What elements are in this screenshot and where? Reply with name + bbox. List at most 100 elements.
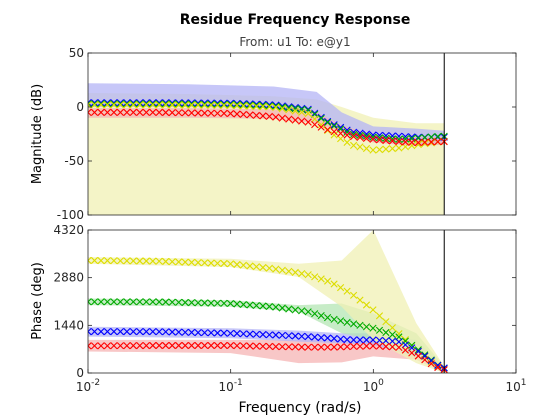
phase-series-2: [88, 328, 448, 372]
magnitude-ylabel: Magnitude (dB): [30, 84, 45, 184]
magnitude-series-3-point: [362, 134, 371, 142]
xtick-label: 100: [363, 378, 384, 394]
phase-series-3-point: [213, 341, 222, 350]
magnitude-series-1-point: [272, 102, 280, 110]
x-ticks: 10-2 10-1 100 101: [76, 378, 527, 394]
phase-series-3-point: [162, 341, 170, 350]
magnitude-series-2-point: [388, 145, 396, 153]
phase-series-0-point: [181, 258, 189, 266]
magnitude-series-2-point: [252, 102, 260, 110]
phase-series-3-point: [311, 343, 319, 351]
phase-series-2-point: [408, 344, 416, 352]
phase-series-3-point: [110, 342, 118, 350]
magnitude-series-1-point: [259, 101, 267, 110]
phase-series-0-point: [356, 296, 364, 304]
magnitude-series-0-point: [181, 99, 189, 107]
magnitude-series-3-point: [201, 109, 209, 117]
magnitude-y-ticks: -100 -50 0 50: [57, 46, 517, 222]
magnitude-series-0-point: [233, 99, 241, 108]
magnitude-series-0-point: [226, 99, 235, 107]
phase-series-0-point: [324, 277, 332, 285]
phase-ytick-label: 4320: [53, 223, 84, 237]
magnitude-series-2-point: [427, 139, 435, 147]
phase-series-1-point: [97, 298, 105, 306]
magnitude-series-0-point: [252, 100, 260, 108]
magnitude-series-3-point: [304, 118, 312, 126]
magnitude-series-2-point: [103, 101, 111, 109]
phase-series-3-point: [382, 342, 390, 351]
magnitude-series-3-point: [136, 108, 144, 116]
magnitude-series-1-point: [401, 135, 409, 143]
phase-series-1-point: [110, 298, 118, 306]
magnitude-series-2-point: [304, 109, 312, 118]
phase-series-3-point: [123, 342, 131, 350]
phase-series-2-point: [324, 334, 332, 342]
phase-series-0-point: [88, 256, 92, 265]
phase-series-2-point: [181, 328, 189, 336]
magnitude-panel: -100 -50 0 50 Magnitude (dB): [30, 46, 517, 222]
phase-series-1-point: [188, 299, 196, 307]
phase-series-2-point: [298, 332, 306, 340]
magnitude-series-3-point: [278, 114, 286, 122]
magnitude-series-0-point: [220, 99, 228, 107]
phase-series-1-point: [181, 298, 189, 307]
magnitude-series-2-point: [226, 101, 235, 109]
phase-series-3-point: [421, 356, 429, 364]
phase-series-2-point: [330, 334, 338, 343]
phase-series-3-point: [116, 342, 124, 350]
phase-series-2-point: [291, 332, 299, 340]
phase-series-2-point: [382, 337, 390, 345]
phase-series-1-point: [330, 315, 338, 323]
magnitude-axes-box: [87, 52, 517, 216]
magnitude-series-2-point: [149, 101, 157, 109]
magnitude-series-3-point: [103, 108, 111, 116]
phase-series-1-point: [168, 298, 176, 306]
phase-series: [88, 256, 448, 373]
xtick-label: 10-1: [219, 378, 243, 394]
phase-series-3-point: [175, 341, 183, 350]
phase-series-3-point: [337, 343, 345, 351]
magnitude-series-3-point: [388, 137, 396, 145]
phase-series-1-point: [142, 298, 150, 306]
magnitude-series-2-point: [155, 101, 163, 109]
magnitude-series-3-point: [265, 112, 273, 120]
magnitude-series-0-point: [168, 99, 176, 107]
phase-series-1-point: [375, 326, 384, 334]
phase-series-1-point: [246, 301, 254, 309]
phase-series-2-point: [395, 338, 403, 346]
phase-series-2-point: [162, 328, 170, 336]
magnitude-series-2-point: [343, 138, 351, 146]
phase-series-2-point: [317, 334, 325, 342]
magnitude-series-0-point: [103, 99, 111, 107]
phase-series-2-point: [246, 330, 254, 338]
phase-series-0-point: [304, 271, 312, 279]
phase-series-3-point: [220, 341, 228, 350]
magnitude-series-2-point: [239, 102, 247, 110]
phase-series-0-point: [350, 291, 358, 299]
magnitude-series-2-point: [382, 145, 390, 153]
magnitude-series-1-point: [388, 135, 396, 143]
magnitude-series-2-point: [213, 101, 222, 109]
phase-series-3-point: [330, 343, 338, 351]
magnitude-series-1-point: [304, 106, 312, 114]
magnitude-series-0-point: [408, 133, 416, 141]
magnitude-series-0-point: [110, 99, 118, 107]
magnitude-series-3-point: [175, 109, 183, 117]
phase-band-3: [88, 230, 445, 373]
magnitude-series-1-point: [246, 101, 254, 109]
phase-series-3-point: [226, 341, 235, 350]
phase-series-3-point: [259, 342, 267, 350]
phase-series-0-point: [162, 257, 170, 266]
magnitude-series-1-point: [123, 100, 131, 108]
phase-series-1-point: [388, 331, 396, 339]
phase-series-0-point: [188, 258, 196, 266]
magnitude-series-1-point: [168, 100, 176, 108]
magnitude-ytick-label: 0: [76, 100, 84, 114]
phase-series-1-point: [350, 320, 358, 328]
magnitude-series-2-point: [311, 115, 319, 123]
magnitude-series-2-point: [265, 103, 273, 111]
phase-series-2-point: [278, 331, 286, 339]
magnitude-series-0-point: [272, 101, 280, 109]
magnitude-series-0-point: [149, 99, 157, 107]
magnitude-series-1-point: [129, 100, 137, 108]
